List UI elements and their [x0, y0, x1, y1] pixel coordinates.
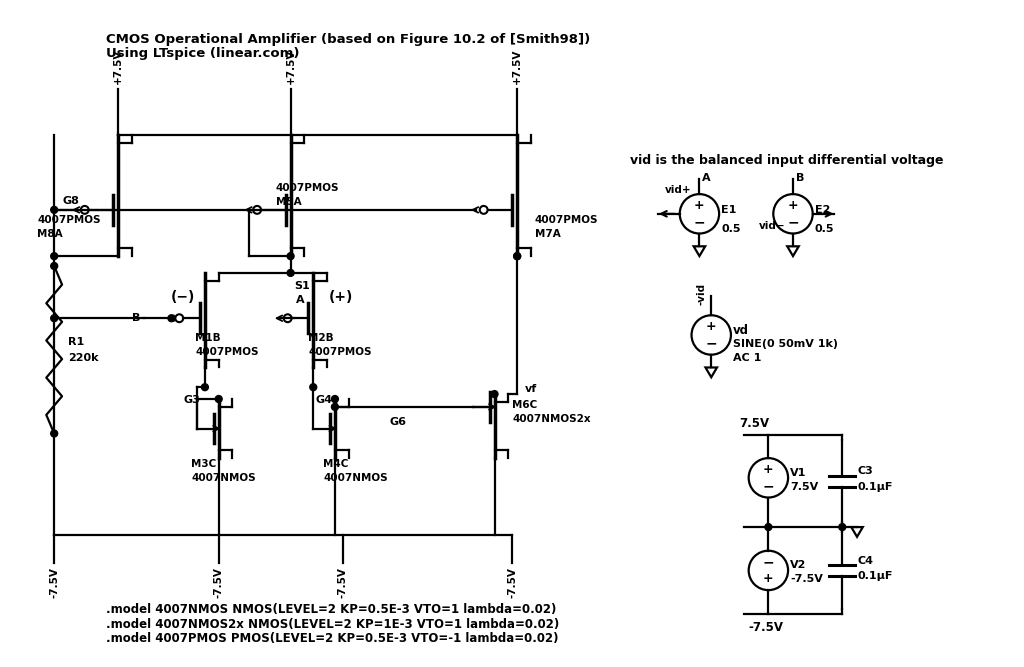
Text: −: − [763, 479, 774, 493]
Text: CMOS Operational Amplifier (based on Figure 10.2 of [Smith98]): CMOS Operational Amplifier (based on Fig… [106, 33, 591, 45]
Circle shape [51, 263, 57, 269]
Text: -7.5V: -7.5V [49, 567, 59, 598]
Text: G6: G6 [389, 417, 407, 427]
Text: E1: E1 [721, 205, 736, 215]
Text: 4007PMOS: 4007PMOS [195, 347, 258, 357]
Text: SINE(0 50mV 1k): SINE(0 50mV 1k) [733, 339, 838, 349]
Circle shape [332, 404, 338, 410]
Text: 220k: 220k [68, 353, 98, 363]
Text: G4: G4 [315, 395, 332, 405]
Text: M4C: M4C [324, 459, 348, 469]
Circle shape [765, 524, 772, 530]
Text: -7.5V: -7.5V [507, 567, 517, 598]
Text: A: A [296, 295, 304, 305]
Text: B: B [796, 173, 804, 183]
Text: -7.5V: -7.5V [338, 567, 348, 598]
Text: vid+: vid+ [665, 185, 691, 195]
Text: M1B: M1B [195, 333, 221, 343]
Text: 4007PMOS: 4007PMOS [38, 215, 101, 225]
Text: A: A [702, 173, 711, 183]
Text: +: + [787, 199, 799, 212]
Text: +: + [763, 572, 774, 585]
Text: −: − [706, 336, 717, 350]
Text: 4007NMOS: 4007NMOS [324, 473, 388, 483]
Text: V1: V1 [791, 468, 807, 478]
Text: 7.5V: 7.5V [739, 417, 769, 430]
Text: G8: G8 [62, 196, 79, 206]
Circle shape [215, 396, 222, 402]
Text: 4007PMOS: 4007PMOS [308, 347, 372, 357]
Circle shape [51, 315, 57, 321]
Text: .model 4007NMOS NMOS(LEVEL=2 KP=0.5E-3 VTO=1 lambda=0.02): .model 4007NMOS NMOS(LEVEL=2 KP=0.5E-3 V… [106, 603, 557, 616]
Circle shape [51, 430, 57, 437]
Text: M2B: M2B [308, 333, 334, 343]
Text: 4007PMOS: 4007PMOS [275, 183, 339, 193]
Text: 0.5: 0.5 [721, 223, 740, 233]
Text: (−): (−) [171, 289, 196, 303]
Circle shape [168, 315, 175, 321]
Circle shape [514, 253, 520, 259]
Circle shape [202, 384, 208, 391]
Text: vd: vd [733, 323, 749, 337]
Text: AC 1: AC 1 [733, 353, 761, 363]
Text: M7A: M7A [535, 229, 561, 239]
Text: vid is the balanced input differential voltage: vid is the balanced input differential v… [631, 154, 944, 167]
Text: R1: R1 [68, 337, 84, 347]
Circle shape [332, 396, 338, 402]
Text: .model 4007PMOS PMOS(LEVEL=2 KP=0.5E-3 VTO=-1 lambda=0.02): .model 4007PMOS PMOS(LEVEL=2 KP=0.5E-3 V… [106, 632, 559, 646]
Text: +: + [706, 320, 717, 334]
Circle shape [287, 269, 294, 276]
Circle shape [51, 206, 57, 213]
Text: -7.5V: -7.5V [214, 567, 223, 598]
Text: B: B [132, 313, 141, 323]
Text: C4: C4 [857, 556, 873, 566]
Text: E2: E2 [815, 205, 830, 215]
Circle shape [839, 524, 846, 530]
Text: S1: S1 [295, 281, 310, 291]
Text: 4007NMOS: 4007NMOS [191, 473, 256, 483]
Text: −: − [763, 555, 774, 569]
Circle shape [514, 253, 520, 259]
Text: +7.5V: +7.5V [512, 49, 522, 84]
Text: −: − [787, 215, 799, 229]
Text: -vid: -vid [696, 283, 707, 305]
Text: 7.5V: 7.5V [791, 482, 818, 492]
Text: +: + [763, 463, 774, 476]
Text: M8A: M8A [38, 229, 63, 239]
Text: C3: C3 [857, 466, 872, 476]
Text: -7.5V: -7.5V [791, 574, 823, 584]
Text: vid−: vid− [759, 221, 785, 231]
Text: M6C: M6C [512, 400, 538, 410]
Text: +7.5V: +7.5V [114, 49, 123, 84]
Circle shape [51, 253, 57, 259]
Text: 0.1μF: 0.1μF [857, 572, 892, 582]
Circle shape [310, 384, 316, 391]
Text: -7.5V: -7.5V [749, 621, 783, 634]
Text: −: − [693, 215, 706, 229]
Text: M5A: M5A [275, 197, 301, 207]
Text: +7.5V: +7.5V [286, 49, 296, 84]
Text: M3C: M3C [191, 459, 216, 469]
Text: 0.5: 0.5 [815, 223, 835, 233]
Text: 4007NMOS2x: 4007NMOS2x [512, 414, 591, 424]
Circle shape [287, 253, 294, 259]
Circle shape [492, 391, 498, 398]
Text: .model 4007NMOS2x NMOS(LEVEL=2 KP=1E-3 VTO=1 lambda=0.02): .model 4007NMOS2x NMOS(LEVEL=2 KP=1E-3 V… [106, 618, 560, 631]
Text: +: + [694, 199, 705, 212]
Text: 0.1μF: 0.1μF [857, 482, 892, 492]
Text: 4007PMOS: 4007PMOS [535, 215, 598, 225]
Text: G3: G3 [183, 395, 200, 405]
Text: V2: V2 [791, 560, 807, 570]
Text: Using LTspice (linear.com): Using LTspice (linear.com) [106, 47, 300, 60]
Text: (+): (+) [329, 289, 353, 303]
Text: vf: vf [525, 384, 538, 394]
